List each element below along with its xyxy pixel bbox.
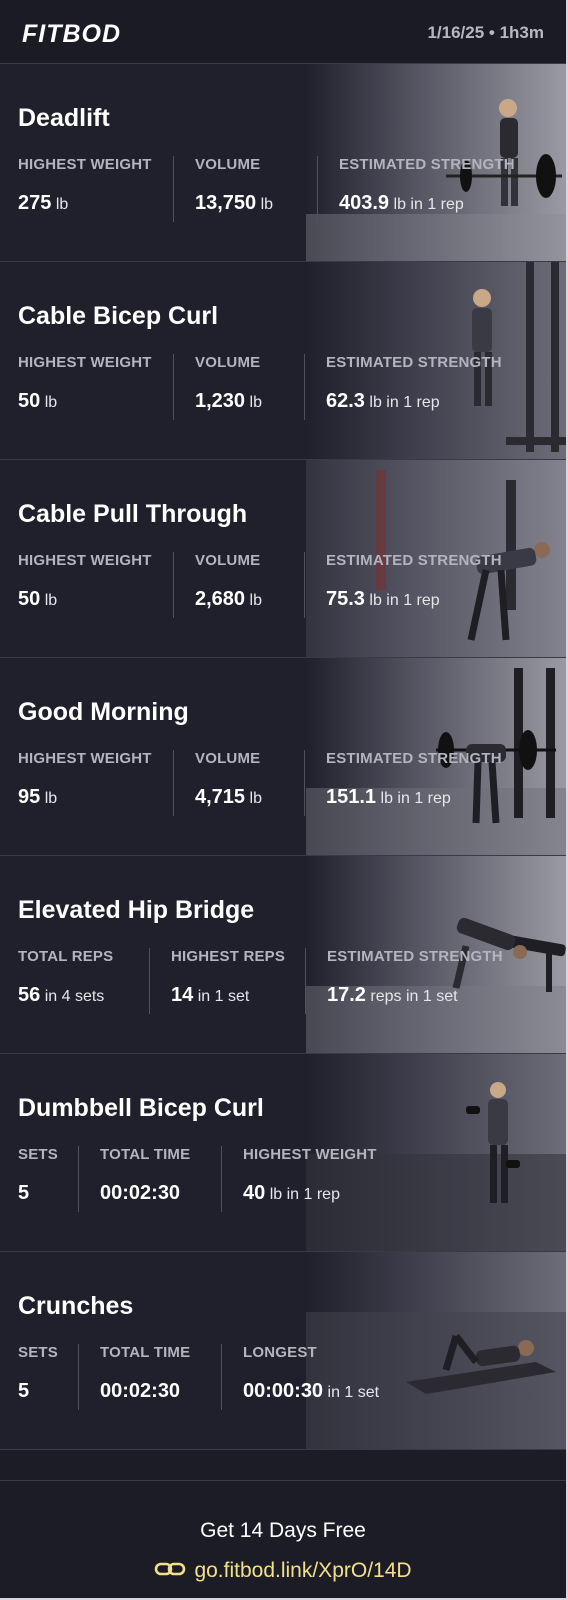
- stat-estimated-strength: ESTIMATED STRENGTH 75.3 lb in 1 rep: [304, 552, 502, 618]
- stat-value: 50 lb: [18, 390, 58, 412]
- crunches-photo: [306, 1252, 566, 1449]
- stat-value: 2,680 lb: [195, 588, 262, 610]
- stat-value: 17.2 reps in 1 set: [327, 984, 458, 1006]
- dumbbell-bicep-curl-photo: [306, 1054, 566, 1251]
- stat-estimated-strength: ESTIMATED STRENGTH 151.1 lb in 1 rep: [304, 750, 502, 816]
- stat-value: 00:02:30: [100, 1380, 181, 1402]
- elevated-hip-bridge-photo: [306, 856, 566, 1053]
- stat-label: HIGHEST WEIGHT: [18, 552, 152, 569]
- stat-value: 50 lb: [18, 588, 58, 610]
- exercise-title: Cable Pull Through: [18, 500, 248, 528]
- stat-value: 151.1 lb in 1 rep: [326, 786, 451, 808]
- stat-label: LONGEST: [243, 1344, 317, 1361]
- stat-value: 95 lb: [18, 786, 58, 808]
- stat-label: VOLUME: [195, 354, 261, 371]
- footer: Get 14 Days Free go.fitbod.link/XprO/14D: [0, 1480, 566, 1598]
- stat-value: 5: [18, 1182, 30, 1204]
- exercise-card-crunches[interactable]: Crunches SETS 5 TOTAL TIME 00:02:30 LONG…: [0, 1252, 566, 1450]
- exercise-title: Dumbbell Bicep Curl: [18, 1094, 264, 1122]
- stat-label: ESTIMATED STRENGTH: [326, 552, 502, 569]
- stat-label: HIGHEST REPS: [171, 948, 286, 965]
- stat-label: TOTAL TIME: [100, 1146, 191, 1163]
- cable-pull-through-photo: [306, 460, 566, 657]
- stat-label: VOLUME: [195, 552, 261, 569]
- workout-date-duration: 1/16/25 • 1h3m: [427, 23, 544, 42]
- stat-estimated-strength: ESTIMATED STRENGTH 17.2 reps in 1 set: [305, 948, 503, 1014]
- stat-value: 62.3 lb in 1 rep: [326, 390, 440, 412]
- stat-estimated-strength: ESTIMATED STRENGTH 403.9 lb in 1 rep: [317, 156, 515, 222]
- cable-bicep-curl-photo: [306, 262, 566, 459]
- stat-label: VOLUME: [195, 156, 261, 173]
- stat-value: 00:02:30: [100, 1182, 181, 1204]
- exercise-card-cable-bicep-curl[interactable]: Cable Bicep Curl HIGHEST WEIGHT 50 lb VO…: [0, 262, 566, 460]
- deadlift-photo: [306, 64, 566, 261]
- stat-highest-weight: HIGHEST WEIGHT 40 lb in 1 rep: [221, 1146, 376, 1212]
- stat-total-time: TOTAL TIME 00:02:30: [78, 1344, 190, 1410]
- stat-volume: VOLUME 4,715 lb: [173, 750, 262, 816]
- stat-value: 13,750 lb: [195, 192, 274, 214]
- stat-value: 14 in 1 set: [171, 984, 250, 1006]
- stat-volume: VOLUME 13,750 lb: [173, 156, 273, 222]
- exercise-title: Elevated Hip Bridge: [18, 896, 255, 924]
- stat-label: SETS: [18, 1146, 58, 1163]
- fitbod-logo: FITBOD: [22, 20, 122, 48]
- stat-label: ESTIMATED STRENGTH: [326, 354, 502, 371]
- stat-label: VOLUME: [195, 750, 261, 767]
- stat-estimated-strength: ESTIMATED STRENGTH 62.3 lb in 1 rep: [304, 354, 502, 420]
- stat-value: 4,715 lb: [195, 786, 262, 808]
- stat-label: HIGHEST WEIGHT: [18, 156, 152, 173]
- stat-total-time: TOTAL TIME 00:02:30: [78, 1146, 190, 1212]
- exercise-title: Crunches: [18, 1292, 134, 1320]
- signup-link[interactable]: go.fitbod.link/XprO/14D: [0, 1559, 566, 1583]
- stat-label: SETS: [18, 1344, 58, 1361]
- stat-label: TOTAL REPS: [18, 948, 114, 965]
- stat-volume: VOLUME 2,680 lb: [173, 552, 262, 618]
- stat-value: 5: [18, 1380, 30, 1402]
- stat-highest-reps: HIGHEST REPS 14 in 1 set: [149, 948, 285, 1014]
- stat-label: HIGHEST WEIGHT: [18, 354, 152, 371]
- exercise-card-deadlift[interactable]: Deadlift HIGHEST WEIGHT 275 lb VOLUME 13…: [0, 64, 566, 262]
- stat-value: 75.3 lb in 1 rep: [326, 588, 440, 610]
- good-morning-photo: [306, 658, 566, 855]
- stat-label: ESTIMATED STRENGTH: [339, 156, 515, 173]
- exercise-card-good-morning[interactable]: Good Morning HIGHEST WEIGHT 95 lb VOLUME…: [0, 658, 566, 856]
- free-trial-cta: Get 14 Days Free: [200, 1519, 366, 1542]
- stat-label: HIGHEST WEIGHT: [243, 1146, 377, 1163]
- exercise-title: Deadlift: [18, 104, 110, 132]
- exercise-card-elevated-hip-bridge[interactable]: Elevated Hip Bridge TOTAL REPS 56 in 4 s…: [0, 856, 566, 1054]
- stat-label: TOTAL TIME: [100, 1344, 191, 1361]
- stat-value: 56 in 4 sets: [18, 984, 105, 1006]
- exercise-title: Good Morning: [18, 698, 189, 726]
- stat-volume: VOLUME 1,230 lb: [173, 354, 262, 420]
- stat-value: 275 lb: [18, 192, 69, 214]
- stat-value: 1,230 lb: [195, 390, 262, 412]
- stat-value: 403.9 lb in 1 rep: [339, 192, 464, 214]
- link-icon: [154, 1559, 186, 1583]
- exercise-title: Cable Bicep Curl: [18, 302, 219, 330]
- stat-longest: LONGEST 00:00:30 in 1 set: [221, 1344, 379, 1410]
- stat-label: ESTIMATED STRENGTH: [327, 948, 503, 965]
- stat-value: 40 lb in 1 rep: [243, 1182, 340, 1204]
- stat-label: HIGHEST WEIGHT: [18, 750, 152, 767]
- stat-label: ESTIMATED STRENGTH: [326, 750, 502, 767]
- signup-link-text[interactable]: go.fitbod.link/XprO/14D: [194, 1559, 412, 1582]
- exercise-card-cable-pull-through[interactable]: Cable Pull Through HIGHEST WEIGHT 50 lb …: [0, 460, 566, 658]
- stat-value: 00:00:30 in 1 set: [243, 1380, 380, 1402]
- exercise-card-dumbbell-bicep-curl[interactable]: Dumbbell Bicep Curl SETS 5 TOTAL TIME 00…: [0, 1054, 566, 1252]
- header: FITBOD 1/16/25 • 1h3m: [0, 0, 566, 64]
